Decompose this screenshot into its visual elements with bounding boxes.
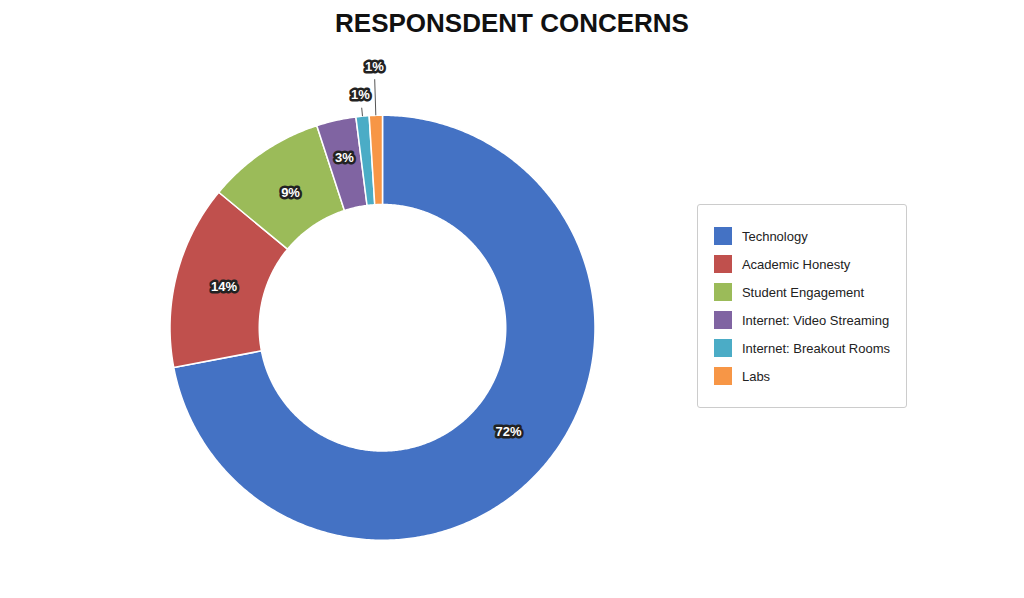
svg-text:9%: 9% bbox=[281, 185, 300, 200]
svg-text:1%: 1% bbox=[351, 87, 370, 102]
html-text:Student Engagement: Student Engagement bbox=[741, 284, 865, 300]
html-text:Internet: Breakout Rooms: Internet: Breakout Rooms bbox=[741, 340, 891, 356]
html-text:Technology: Technology bbox=[741, 228, 808, 244]
html-text:Labs: Labs bbox=[741, 368, 771, 384]
svg-text:14%: 14% bbox=[211, 279, 237, 294]
svg-text:72%: 72% bbox=[495, 424, 521, 439]
svg-text:3%: 3% bbox=[335, 150, 354, 165]
svg-text:1%: 1% bbox=[365, 59, 384, 74]
html-text:RESPONSDENT CONCERNS: RESPONSDENT CONCERNS bbox=[335, 8, 689, 38]
html-text:Internet: Video Streaming: Internet: Video Streaming bbox=[741, 312, 890, 328]
html-text:Academic Honesty: Academic Honesty bbox=[741, 256, 851, 272]
